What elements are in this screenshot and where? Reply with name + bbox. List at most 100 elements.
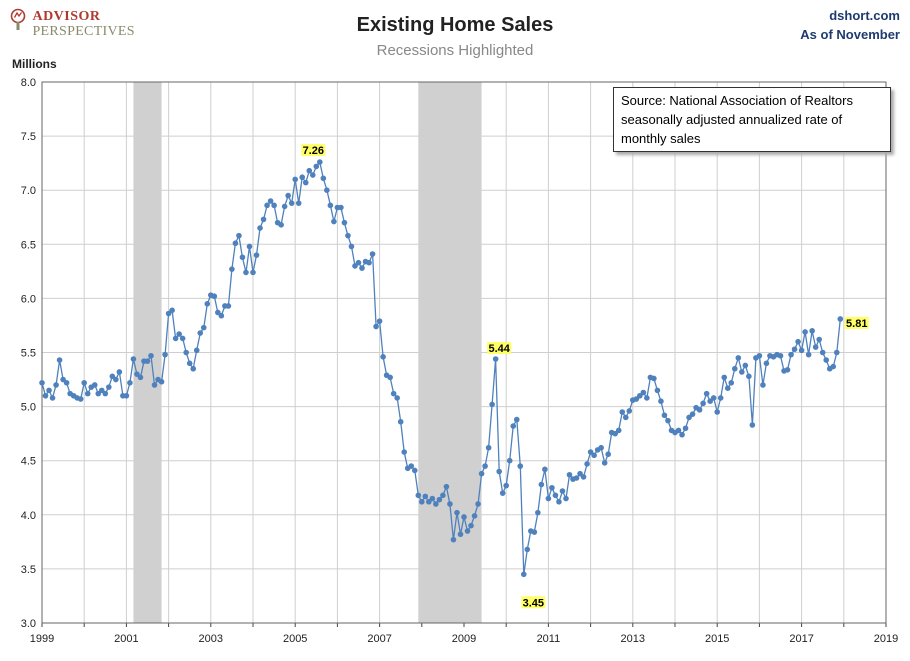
data-point xyxy=(710,395,717,401)
data-point xyxy=(232,240,239,247)
data-point xyxy=(246,243,253,250)
data-point xyxy=(306,167,313,174)
advisor-perspectives-logo: ADVISOR PERSPECTIVES xyxy=(10,8,135,39)
data-label: 5.44 xyxy=(488,343,510,355)
data-point xyxy=(77,396,84,402)
data-point xyxy=(162,351,168,358)
x-tick-label: 2013 xyxy=(621,633,645,645)
x-tick-label: 2009 xyxy=(452,633,476,645)
data-point xyxy=(457,531,464,538)
data-point xyxy=(739,369,745,375)
data-point xyxy=(123,392,130,399)
data-point xyxy=(545,495,552,502)
y-tick-label: 7.5 xyxy=(21,131,36,143)
data-point xyxy=(302,179,309,186)
data-point xyxy=(721,374,728,381)
data-point xyxy=(411,467,418,474)
data-point xyxy=(348,243,355,250)
data-point xyxy=(633,396,640,402)
data-point xyxy=(612,430,619,437)
data-point xyxy=(380,354,386,360)
site-name: dshort.com xyxy=(829,8,900,23)
data-point xyxy=(531,529,538,535)
data-point xyxy=(236,232,242,239)
data-point xyxy=(56,357,63,363)
data-point xyxy=(324,187,330,193)
data-point xyxy=(717,395,724,401)
data-point xyxy=(415,492,422,499)
data-point xyxy=(542,466,548,473)
data-label-bg xyxy=(487,341,512,354)
data-point xyxy=(580,474,587,480)
data-point xyxy=(106,384,112,390)
data-point xyxy=(703,390,710,397)
y-tick-label: 3.0 xyxy=(21,618,36,630)
data-point xyxy=(127,379,133,386)
data-point xyxy=(292,176,299,183)
x-tick-label: 2001 xyxy=(114,633,138,645)
axes: 3.0 3.5 4.0 4.5 5.0 5.5 6.0 6.5 7.0 7.5 8.0 1999 200… xyxy=(21,77,899,645)
data-point xyxy=(640,389,647,396)
data-point xyxy=(731,365,738,372)
data-point xyxy=(644,395,650,401)
data-label-bg xyxy=(301,144,326,157)
data-point xyxy=(169,307,175,314)
data-point xyxy=(478,470,485,477)
y-tick-label: 5.5 xyxy=(21,348,36,360)
data-point xyxy=(812,344,819,350)
data-point xyxy=(130,356,137,362)
x-tick-label: 2007 xyxy=(367,633,391,645)
data-point xyxy=(682,425,689,432)
data-point xyxy=(281,203,288,210)
data-point xyxy=(584,461,590,467)
data-point xyxy=(510,423,517,429)
data-point xyxy=(524,546,531,553)
data-point xyxy=(397,418,404,425)
data-point xyxy=(735,355,742,361)
data-point xyxy=(190,365,197,372)
data-point xyxy=(661,412,668,419)
data-point xyxy=(433,501,439,507)
data-point xyxy=(320,175,327,182)
data-label: 3.45 xyxy=(523,597,544,609)
data-point xyxy=(39,379,45,386)
series-points xyxy=(39,159,844,578)
data-point xyxy=(654,387,661,394)
data-point xyxy=(464,528,471,534)
data-point xyxy=(598,444,604,451)
data-point xyxy=(436,496,443,503)
data-point xyxy=(144,358,151,364)
data-point xyxy=(295,200,302,206)
y-tick-label: 3.5 xyxy=(21,564,36,576)
data-point xyxy=(239,254,246,261)
gridlines xyxy=(41,81,887,624)
data-point xyxy=(763,360,770,367)
data-point xyxy=(264,202,270,209)
data-point xyxy=(454,509,460,516)
data-point xyxy=(538,481,545,488)
data-point xyxy=(443,483,450,490)
logo-seal-icon xyxy=(10,8,26,36)
data-point xyxy=(535,509,541,516)
data-point xyxy=(81,379,87,386)
data-point xyxy=(819,349,826,356)
data-point xyxy=(387,374,393,381)
data-point xyxy=(833,349,840,356)
y-tick-label: 6.0 xyxy=(21,293,36,305)
data-point xyxy=(176,331,182,337)
data-point xyxy=(696,407,703,413)
data-point xyxy=(837,316,844,322)
data-point xyxy=(622,414,629,421)
data-point xyxy=(390,390,397,397)
data-point xyxy=(327,202,334,209)
data-point xyxy=(91,382,98,388)
data-point xyxy=(426,499,432,505)
data-point xyxy=(591,452,597,459)
y-tick-label: 4.5 xyxy=(21,456,36,468)
data-point xyxy=(204,301,211,307)
data-point xyxy=(496,468,502,475)
data-point xyxy=(148,352,154,359)
data-point xyxy=(816,336,822,343)
data-point xyxy=(373,323,379,330)
